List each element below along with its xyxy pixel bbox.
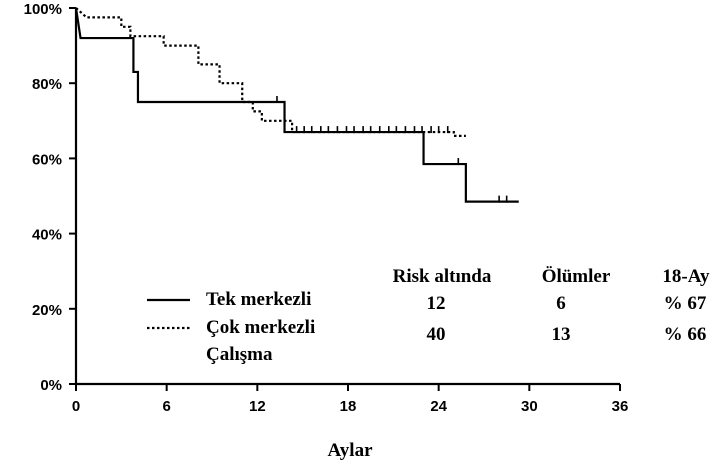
x-axis-label: Aylar bbox=[327, 440, 373, 461]
y-tick-label: 60% bbox=[32, 151, 62, 168]
table-header-deaths: Ölümler bbox=[542, 266, 611, 287]
table-cell-rate-tek: % 67 bbox=[664, 293, 707, 314]
table-header-rate: 18-Ay bbox=[662, 266, 710, 287]
table-cell-risk-cok: 40 bbox=[427, 324, 446, 345]
y-tick-label: 40% bbox=[32, 227, 62, 244]
y-tick-label: 80% bbox=[32, 76, 62, 93]
table-cell-deaths-tek: 6 bbox=[556, 293, 566, 314]
table-cell-deaths-cok: 13 bbox=[552, 324, 571, 345]
axes bbox=[69, 7, 621, 391]
legend-row-header: Çalışma bbox=[206, 344, 273, 365]
legend: Tek merkezli Çok merkezli Çalışma bbox=[147, 289, 315, 365]
table-cell-rate-cok: % 66 bbox=[664, 324, 707, 345]
x-tick-label: 30 bbox=[521, 398, 538, 415]
legend-label-cok-merkezli: Çok merkezli bbox=[206, 317, 315, 338]
legend-label-tek-merkezli: Tek merkezli bbox=[206, 289, 311, 310]
series-line-cok-merkezli bbox=[75, 7, 466, 137]
table-header-risk: Risk altında bbox=[393, 266, 492, 287]
y-tick-label: 0% bbox=[40, 377, 62, 394]
series-lines bbox=[74, 7, 519, 203]
table-cell-risk-tek: 12 bbox=[427, 293, 446, 314]
y-tick-label: 100% bbox=[24, 1, 62, 18]
series-line-tek-merkezli bbox=[74, 7, 519, 203]
y-tick-label: 20% bbox=[32, 302, 62, 319]
x-tick-label: 0 bbox=[72, 398, 80, 415]
x-tick-label: 6 bbox=[162, 398, 170, 415]
tick-labels: 0 6 12 18 24 30 36 0% 20% 40% 60% 80% 100% bbox=[24, 1, 629, 415]
x-tick-label: 18 bbox=[340, 398, 357, 415]
x-tick-label: 24 bbox=[430, 398, 447, 415]
x-tick-label: 12 bbox=[249, 398, 266, 415]
summary-table: Risk altında Ölümler 18-Ay 12 6 % 67 40 … bbox=[393, 266, 710, 345]
x-tick-label: 36 bbox=[612, 398, 629, 415]
